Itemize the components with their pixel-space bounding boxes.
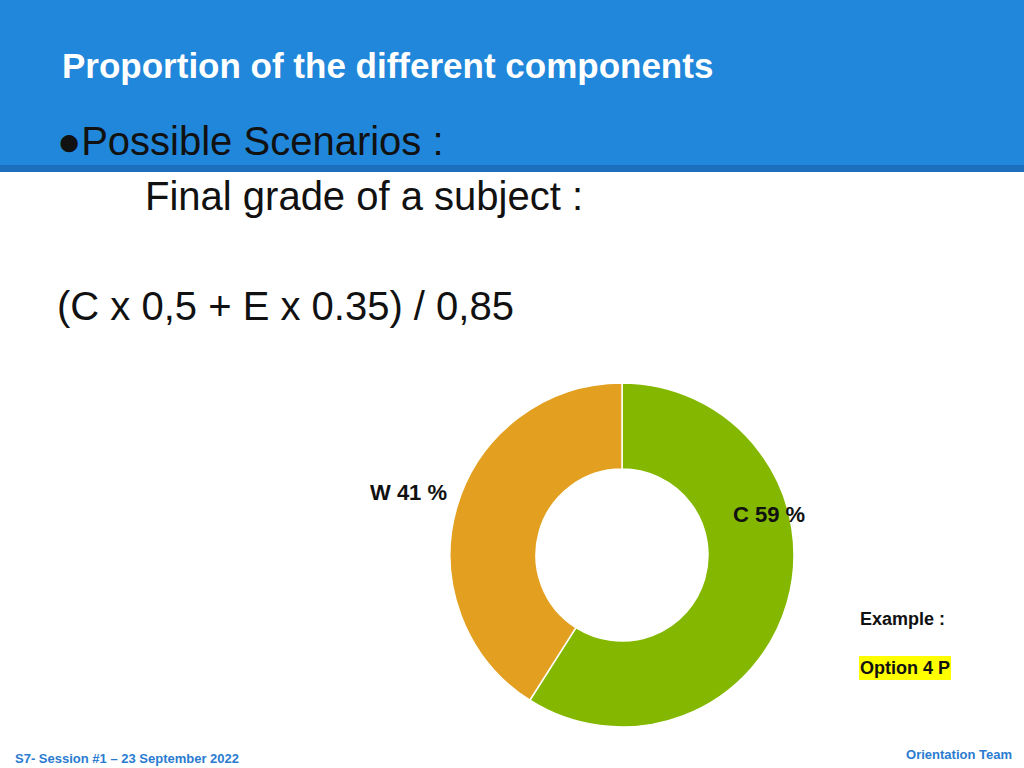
example-value: Option 4 P xyxy=(860,658,950,678)
data-label: W 41 % xyxy=(370,480,447,505)
donut-chart: CW xyxy=(450,383,794,727)
bullet-text: ●Possible Scenarios : xyxy=(57,119,444,163)
header-bar xyxy=(0,0,1024,166)
footer-left: S7- Session #1 – 23 September 2022 xyxy=(15,751,239,766)
subtitle: Final grade of a subject : xyxy=(145,174,583,218)
footer-right: Orientation Team xyxy=(906,747,1012,762)
formula: (C x 0,5 + E x 0.35) / 0,85 xyxy=(57,284,514,328)
slide: Proportion of the different components ●P… xyxy=(0,0,1024,768)
slide-title: Proportion of the different components xyxy=(62,46,713,85)
donut-slice: W xyxy=(450,383,622,700)
example-label: Example : xyxy=(860,609,945,629)
header-rule xyxy=(0,165,1024,172)
highlight xyxy=(859,656,951,680)
data-label: C 59 % xyxy=(733,502,805,527)
